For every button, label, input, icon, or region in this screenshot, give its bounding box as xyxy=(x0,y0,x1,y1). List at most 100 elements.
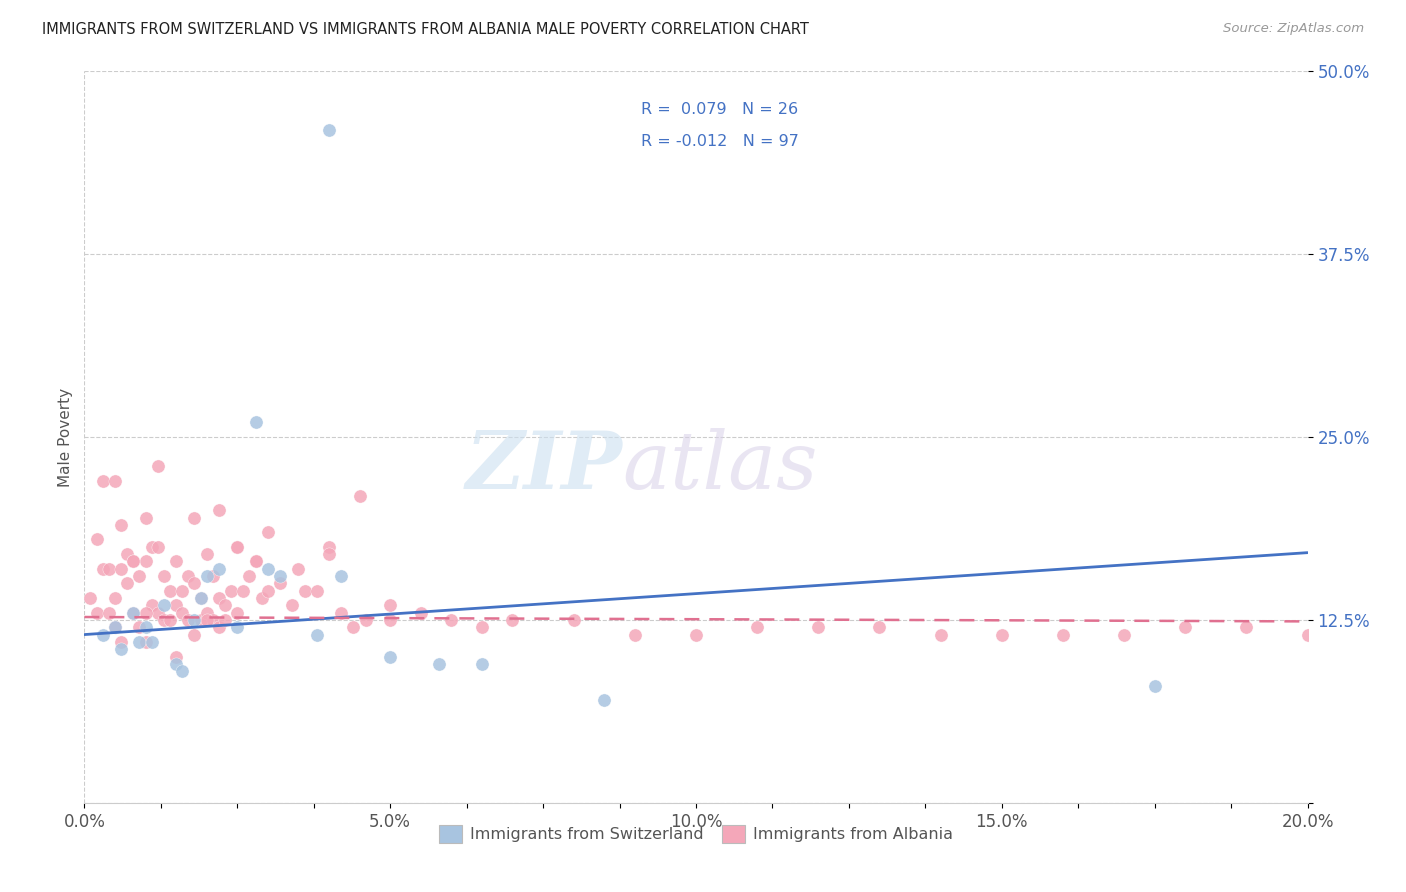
Text: atlas: atlas xyxy=(623,427,818,505)
Point xyxy=(122,554,145,568)
Point xyxy=(79,591,101,605)
Point xyxy=(685,627,707,641)
Point xyxy=(991,627,1014,641)
Point xyxy=(208,620,231,634)
Point xyxy=(226,620,249,634)
Point xyxy=(257,562,280,576)
Point xyxy=(349,489,371,503)
Point xyxy=(195,606,218,620)
Point xyxy=(153,599,176,613)
Point xyxy=(226,606,249,620)
Point xyxy=(190,591,212,605)
Point xyxy=(190,613,212,627)
Text: R = -0.012   N = 97: R = -0.012 N = 97 xyxy=(641,134,799,149)
Point xyxy=(165,649,187,664)
Point xyxy=(330,606,353,620)
Point xyxy=(330,569,353,583)
Point xyxy=(183,627,205,641)
Point xyxy=(238,569,260,583)
Point xyxy=(269,576,291,591)
Point xyxy=(183,576,205,591)
Point xyxy=(214,599,236,613)
Point xyxy=(172,664,194,678)
Point xyxy=(177,569,200,583)
Point xyxy=(110,562,132,576)
Point xyxy=(305,627,328,641)
Point xyxy=(165,599,187,613)
Point xyxy=(122,554,145,568)
Point xyxy=(135,635,157,649)
Point xyxy=(115,576,138,591)
Point xyxy=(141,540,163,554)
Point xyxy=(153,613,176,627)
Point xyxy=(342,620,364,634)
Legend: Immigrants from Switzerland, Immigrants from Albania: Immigrants from Switzerland, Immigrants … xyxy=(433,819,959,850)
Point xyxy=(153,569,176,583)
Point xyxy=(97,562,120,576)
Point xyxy=(287,562,309,576)
Point xyxy=(245,554,267,568)
Point xyxy=(354,613,377,627)
Point xyxy=(318,540,340,554)
Point xyxy=(305,583,328,598)
Point xyxy=(146,459,169,474)
Point xyxy=(183,613,205,627)
Y-axis label: Male Poverty: Male Poverty xyxy=(58,387,73,487)
Point xyxy=(409,606,432,620)
Text: Source: ZipAtlas.com: Source: ZipAtlas.com xyxy=(1223,22,1364,36)
Point xyxy=(471,620,494,634)
Point xyxy=(141,635,163,649)
Point xyxy=(122,606,145,620)
Point xyxy=(807,620,830,634)
Point xyxy=(1236,620,1258,634)
Point xyxy=(245,554,267,568)
Point xyxy=(86,606,108,620)
Point xyxy=(104,591,127,605)
Point xyxy=(440,613,463,627)
Point xyxy=(593,693,616,707)
Point xyxy=(165,657,187,671)
Point xyxy=(159,613,181,627)
Point xyxy=(250,591,273,605)
Point xyxy=(257,525,280,540)
Point xyxy=(208,503,231,517)
Point xyxy=(1174,620,1197,634)
Point xyxy=(104,620,127,634)
Point xyxy=(195,569,218,583)
Point xyxy=(146,540,169,554)
Point xyxy=(128,620,150,634)
Point xyxy=(219,583,242,598)
Point xyxy=(201,569,224,583)
Point xyxy=(380,599,402,613)
Point xyxy=(135,606,157,620)
Point xyxy=(177,613,200,627)
Point xyxy=(380,613,402,627)
Point xyxy=(104,474,127,488)
Point xyxy=(104,620,127,634)
Point xyxy=(91,474,114,488)
Point xyxy=(294,583,316,598)
Point xyxy=(232,583,254,598)
Point xyxy=(159,583,181,598)
Point xyxy=(172,606,194,620)
Point xyxy=(128,635,150,649)
Point xyxy=(1143,679,1166,693)
Point xyxy=(502,613,524,627)
Point xyxy=(122,606,145,620)
Point xyxy=(195,547,218,561)
Point xyxy=(208,562,231,576)
Point xyxy=(91,627,114,641)
Point xyxy=(269,569,291,583)
Point xyxy=(110,642,132,657)
Point xyxy=(135,554,157,568)
Point xyxy=(141,599,163,613)
Point xyxy=(135,620,157,634)
Point xyxy=(214,613,236,627)
Point xyxy=(380,649,402,664)
Text: ZIP: ZIP xyxy=(465,427,623,505)
Point xyxy=(104,620,127,634)
Point xyxy=(91,562,114,576)
Point xyxy=(747,620,769,634)
Point xyxy=(869,620,891,634)
Point xyxy=(245,416,267,430)
